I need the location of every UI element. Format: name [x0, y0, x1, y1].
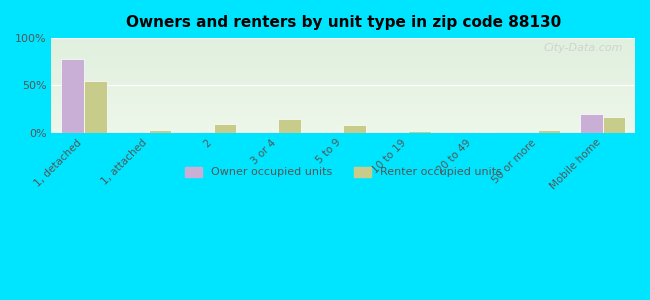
Bar [278, 119, 301, 133]
Bar [61, 59, 84, 133]
Bar [473, 132, 495, 133]
Bar [149, 130, 172, 133]
Bar [84, 81, 107, 133]
Text: City-Data.com: City-Data.com [544, 43, 623, 53]
Bar [603, 116, 625, 133]
Bar [214, 124, 236, 133]
Bar [343, 125, 366, 133]
Legend: Owner occupied units, Renter occupied units: Owner occupied units, Renter occupied un… [181, 162, 506, 182]
Title: Owners and renters by unit type in zip code 88130: Owners and renters by unit type in zip c… [125, 15, 561, 30]
Bar [538, 130, 560, 133]
Bar [408, 131, 431, 133]
Bar [580, 114, 603, 133]
